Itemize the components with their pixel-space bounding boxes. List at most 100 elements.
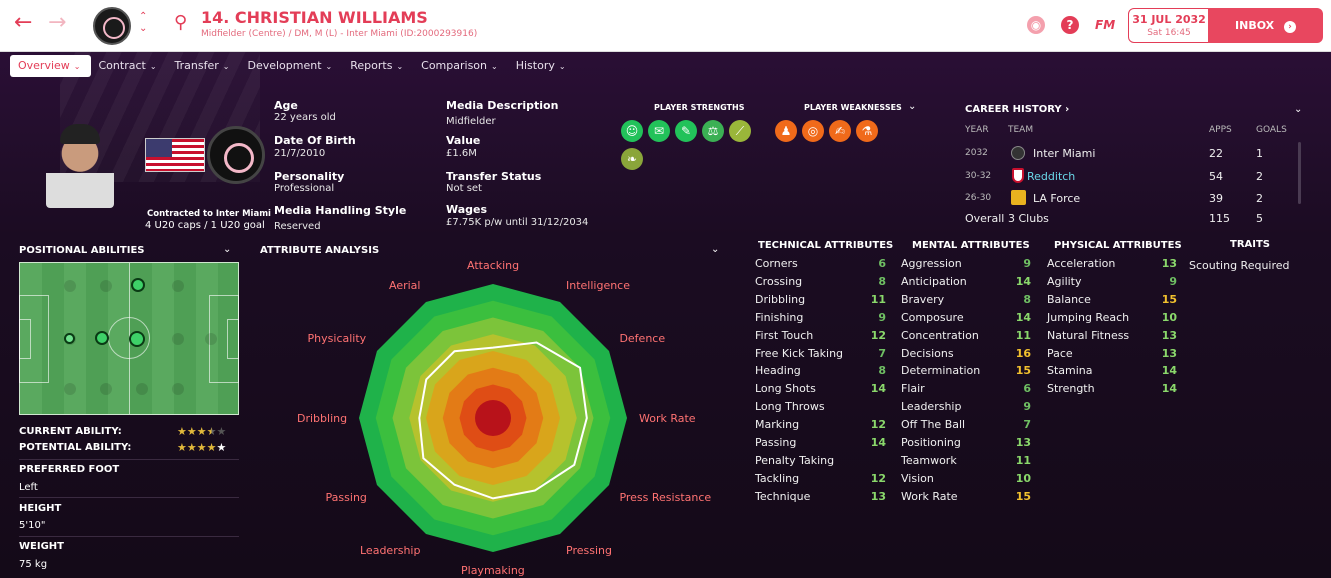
caps-text: 4 U20 caps / 1 U20 goal	[145, 220, 265, 231]
attribute-name: Agility	[1047, 274, 1082, 288]
position-mc-natural-dot[interactable]	[129, 331, 145, 347]
attribute-analysis-title: ATTRIBUTE ANALYSIS	[260, 245, 380, 256]
media-desc-value: Midfielder	[446, 116, 496, 127]
chevron-down-icon[interactable]: ⌄	[908, 101, 917, 112]
career-team[interactable]: Redditch	[1027, 170, 1076, 183]
value-label: Value	[446, 134, 481, 147]
dob-value: 21/7/2010	[274, 148, 326, 159]
attribute-value: 13	[1161, 328, 1177, 342]
attribute-radar[interactable]	[355, 280, 631, 556]
strengths-title: PLAYER STRENGTHS	[654, 103, 745, 112]
weakness-figure-icon[interactable]: ♟	[775, 120, 797, 142]
back-arrow-icon[interactable]: ←	[14, 10, 33, 35]
strength-tactics-icon[interactable]: ✎	[675, 120, 697, 142]
col-team: TEAM	[1008, 125, 1034, 135]
attribute-name: Long Throws	[755, 400, 825, 414]
divider	[19, 497, 239, 498]
career-goals: 2	[1256, 192, 1263, 205]
current-ability-label: CURRENT ABILITY:	[19, 426, 122, 437]
player-switch-icon[interactable]: ⌃ ⌄	[139, 11, 148, 34]
transfer-status-label: Transfer Status	[446, 170, 542, 183]
radar-core	[475, 400, 511, 436]
strength-balance-icon[interactable]: ⚖	[702, 120, 724, 142]
attribute-value: 8	[1023, 292, 1031, 306]
potential-ability-stars[interactable]: ★★★★★	[177, 441, 226, 454]
tab-development[interactable]: Development ⌄	[239, 55, 342, 77]
tab-transfer[interactable]: Transfer ⌄	[167, 55, 240, 77]
col-year: YEAR	[965, 125, 989, 135]
player-portrait[interactable]	[46, 120, 114, 208]
career-year: 26-30	[965, 193, 992, 203]
help-icon[interactable]: ?	[1061, 16, 1079, 34]
inbox-button[interactable]: INBOX ›	[1208, 8, 1323, 43]
chevron-down-icon: ⌄	[222, 62, 230, 71]
world-icon[interactable]: ◉	[1027, 16, 1045, 34]
chevron-down-icon[interactable]: ⌄	[711, 244, 720, 255]
star-icon: ★★★★	[177, 441, 217, 454]
career-team[interactable]: LA Force	[1033, 192, 1081, 205]
col-apps: APPS	[1209, 125, 1232, 135]
transfer-status-value: Not set	[446, 183, 482, 194]
attribute-value: 15	[1161, 292, 1177, 306]
career-apps: 54	[1209, 170, 1223, 183]
radar-axis-label: Playmaking	[461, 564, 525, 577]
strength-mental-icon[interactable]: ☺	[621, 120, 643, 142]
attribute-name: Jumping Reach	[1047, 310, 1130, 324]
club-crest-icon[interactable]	[207, 126, 265, 184]
positions-pitch[interactable]	[19, 262, 239, 415]
tab-comparison[interactable]: Comparison ⌄	[413, 55, 508, 77]
tab-history[interactable]: History ⌄	[508, 55, 576, 77]
club-badge-icon[interactable]	[93, 7, 131, 45]
search-icon[interactable]: ⚲	[174, 12, 188, 33]
career-team[interactable]: Inter Miami	[1033, 147, 1096, 160]
tab-label: Reports	[350, 59, 393, 72]
attribute-name: Finishing	[755, 310, 804, 324]
position-ml-dot[interactable]	[131, 278, 145, 292]
attribute-name: Vision	[901, 471, 934, 485]
wages-label: Wages	[446, 203, 488, 216]
attribute-value: 8	[878, 364, 886, 378]
strength-leaf-icon[interactable]: ❧	[621, 148, 643, 170]
tab-contract[interactable]: Contract ⌄	[91, 55, 167, 77]
career-scrollbar[interactable]	[1298, 142, 1301, 204]
attribute-name: Work Rate	[901, 489, 958, 503]
attribute-value: 14	[870, 382, 886, 396]
attribute-name: Natural Fitness	[1047, 328, 1130, 342]
attribute-value: 6	[1023, 382, 1031, 396]
career-goals: 1	[1256, 147, 1263, 160]
career-history-title[interactable]: CAREER HISTORY ›	[965, 104, 1070, 115]
current-ability-stars[interactable]: ★★★★★	[177, 425, 226, 438]
attribute-name: Balance	[1047, 292, 1091, 306]
weakness-notes-icon[interactable]: ✍	[829, 120, 851, 142]
trait-item[interactable]: Scouting Required	[1189, 259, 1290, 272]
forward-arrow-icon[interactable]: →	[48, 10, 67, 35]
tab-overview[interactable]: Overview ⌄	[10, 55, 91, 77]
career-overall-goals: 5	[1256, 212, 1263, 225]
chevron-down-icon[interactable]: ⌄	[1294, 104, 1303, 115]
attribute-name: Acceleration	[1047, 257, 1116, 270]
weakness-target-icon[interactable]: ◎	[802, 120, 824, 142]
strength-speech-icon[interactable]: ✉	[648, 120, 670, 142]
attribute-value: 13	[870, 489, 886, 503]
tab-reports[interactable]: Reports ⌄	[342, 55, 413, 77]
attribute-value: 12	[870, 418, 886, 432]
attribute-value: 16	[1015, 346, 1031, 360]
position-mc-dot[interactable]	[95, 331, 109, 345]
contract-text[interactable]: Contracted to Inter Miami	[147, 209, 271, 219]
media-desc-label: Media Description	[446, 99, 559, 112]
career-year: 2032	[965, 148, 988, 158]
nation-flag-icon[interactable]	[145, 138, 205, 172]
chevron-down-icon[interactable]: ⌄	[223, 244, 232, 255]
fm-menu[interactable]: FM	[1095, 18, 1116, 32]
position-dm-dot[interactable]	[64, 333, 75, 344]
attribute-name: Off The Ball	[901, 418, 966, 432]
attribute-value: 12	[870, 471, 886, 485]
date-display[interactable]: 31 JUL 2032 Sat 16:45	[1128, 8, 1210, 43]
weakness-flask-icon[interactable]: ⚗	[856, 120, 878, 142]
date-text: 31 JUL 2032	[1132, 13, 1206, 26]
age-value: 22 years old	[274, 112, 336, 123]
attribute-name: Strength	[1047, 382, 1095, 396]
inter-miami-badge-icon	[1011, 146, 1025, 160]
strength-passing-icon[interactable]: ⟋	[729, 120, 751, 142]
chevron-down-icon: ⌄	[491, 62, 498, 71]
